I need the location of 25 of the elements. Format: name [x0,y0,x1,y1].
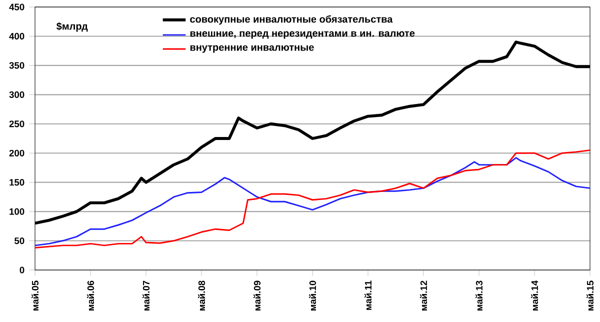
x-tick-label: май.15 [586,280,594,310]
x-tick-label: май.14 [530,280,538,310]
annotation: $млрд [56,22,88,32]
y-tick-label: 200 [9,150,24,156]
legend-label: внешние, перед нерезидентами в ин. валюте [190,31,415,39]
x-tick-label: май.13 [475,280,483,310]
x-tick-label: май.05 [31,280,39,310]
x-tick-label: май.07 [142,280,150,310]
x-tick-label: май.11 [364,280,372,310]
y-tick-label: 100 [10,208,24,215]
y-tick-label: 250 [9,120,24,128]
x-tick-label: май.12 [420,280,428,310]
legend-label: совокупные инвалютные обязательства [190,15,393,25]
x-tick-label: май.10 [308,280,316,310]
x-tick-label: май.06 [86,280,94,310]
y-tick-label: 350 [9,62,24,69]
x-tick-label: май.08 [198,280,206,310]
legend-label: внутренние инвалютные [190,45,314,53]
y-tick-label: 50 [14,237,24,244]
x-tick-label: май.09 [253,280,261,310]
y-tick-label: 150 [10,179,24,186]
y-tick-label: 450 [9,4,24,10]
y-tick-label: 0 [20,266,24,274]
y-tick-label: 300 [9,91,24,98]
y-tick-label: 400 [9,32,24,40]
